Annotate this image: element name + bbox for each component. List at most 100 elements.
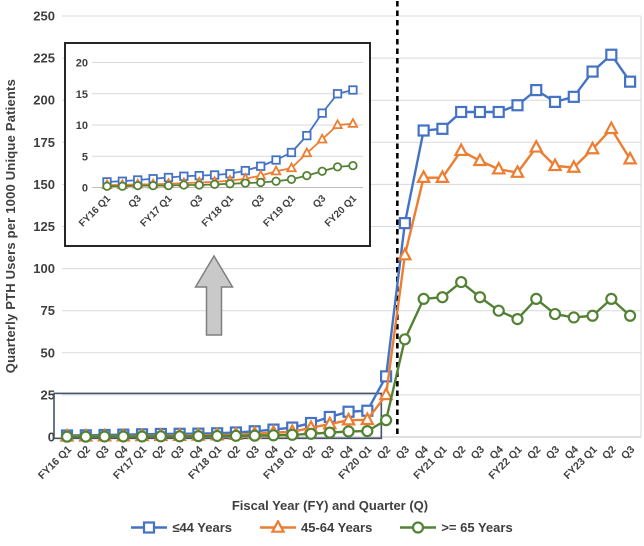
marker-circle: [225, 179, 235, 189]
marker-circle: [302, 170, 312, 181]
up-arrow-icon: [194, 254, 234, 336]
marker-triangle: [301, 146, 313, 158]
marker-square: [473, 105, 487, 119]
inset-y-axis-ticks: 0 5 10 15 20: [76, 58, 88, 195]
marker-square: [567, 90, 580, 103]
marker-circle: [323, 426, 336, 439]
x-tick-label: Q2: [525, 444, 544, 463]
x-tick-label: Q2: [150, 444, 169, 463]
marker-circle: [605, 292, 618, 306]
inset-x-tick-label: FY18 Q1: [200, 193, 236, 229]
marker-square: [398, 217, 411, 230]
marker-square: [623, 75, 637, 88]
x-tick-label: Q3: [168, 444, 187, 463]
inset-y-tick-label: 0: [82, 183, 88, 195]
y-tick-label: 125: [33, 219, 55, 234]
marker-circle: [179, 180, 189, 190]
marker-triangle: [603, 120, 619, 135]
marker-triangle: [585, 140, 601, 155]
x-tick-label: Q2: [600, 444, 619, 463]
marker-circle: [412, 521, 425, 534]
marker-square: [286, 147, 297, 158]
inset-x-tick-label: FY16 Q1: [77, 193, 113, 229]
marker-circle: [286, 174, 297, 185]
marker-circle: [586, 309, 599, 322]
x-tick-label: Q2: [450, 444, 469, 463]
marker-triangle: [270, 164, 282, 176]
y-tick-label: 150: [33, 177, 55, 192]
inset-x-tick-label: Q3: [188, 193, 206, 211]
x-tick-label: Q2: [74, 444, 93, 463]
marker-square: [605, 48, 618, 61]
marker-triangle: [254, 169, 267, 180]
marker-circle: [436, 291, 449, 304]
y-tick-label: 0: [48, 430, 55, 445]
marker-circle: [256, 177, 266, 188]
marker-square: [492, 105, 505, 119]
x-tick-label: Q2: [375, 444, 394, 463]
marker-circle: [379, 414, 393, 427]
marker-circle: [163, 180, 174, 191]
marker-circle: [154, 430, 167, 443]
marker-circle: [286, 428, 299, 441]
marker-circle: [548, 307, 562, 321]
marker-triangle: [622, 150, 638, 165]
marker-triangle: [416, 169, 432, 183]
legend-label: >= 65 Years: [441, 520, 513, 535]
marker-circle: [623, 309, 637, 322]
y-axis-title-wrap: Quarterly PTH Users per 1000 Unique Pati…: [0, 16, 20, 437]
marker-circle: [348, 160, 358, 171]
marker-square: [530, 83, 543, 97]
x-tick-label: Q3: [93, 444, 112, 463]
inset-x-tick-label: Q3: [250, 193, 268, 211]
marker-circle: [240, 178, 250, 188]
series-ge65: [102, 160, 358, 191]
marker-circle: [511, 313, 524, 326]
y-tick-label: 75: [41, 303, 55, 318]
x-tick-label: Q3: [394, 444, 413, 463]
marker-circle: [211, 429, 224, 443]
marker-circle: [117, 430, 130, 443]
marker-square: [332, 89, 343, 99]
marker-circle: [271, 176, 281, 186]
inset-y-tick-label: 15: [76, 89, 88, 101]
inset-x-tick-label: Q3: [311, 193, 329, 211]
x-tick-label: Q3: [619, 444, 638, 463]
marker-circle: [473, 291, 487, 304]
marker-circle: [267, 429, 280, 442]
inset-x-tick-label: FY20 Q1: [323, 193, 359, 229]
marker-triangle: [472, 152, 488, 167]
y-tick-label: 50: [41, 345, 55, 360]
marker-circle: [492, 304, 505, 317]
marker-circle: [79, 430, 92, 443]
marker-triangle: [359, 411, 375, 426]
x-axis-title: Fiscal Year (FY) and Quarter (Q): [231, 498, 429, 513]
marker-circle: [567, 311, 580, 324]
x-tick-label: Q3: [243, 444, 262, 463]
marker-triangle: [331, 118, 344, 130]
marker-square: [317, 108, 327, 118]
marker-triangle: [491, 160, 507, 175]
marker-square: [511, 99, 524, 112]
series-ge65: [60, 275, 637, 443]
marker-triangle: [566, 159, 582, 173]
marker-square: [455, 105, 468, 119]
x-tick-label: Q3: [469, 444, 488, 463]
legend-label: ≤44 Years: [172, 520, 232, 535]
marker-square: [256, 161, 266, 171]
marker-triangle: [270, 520, 286, 533]
marker-circle: [361, 425, 374, 438]
marker-triangle: [285, 161, 298, 173]
marker-square: [271, 155, 281, 165]
chart-legend: ≤44 Years 45-64 Years >= 65 Years: [0, 520, 644, 535]
marker-triangle: [397, 246, 413, 261]
marker-circle: [192, 430, 205, 443]
marker-triangle: [378, 386, 394, 401]
legend-square-marker-icon: [131, 521, 168, 534]
inset-x-tick-label: Q3: [127, 193, 145, 211]
marker-circle: [209, 179, 220, 190]
marker-square: [548, 95, 562, 108]
marker-circle: [173, 430, 186, 443]
